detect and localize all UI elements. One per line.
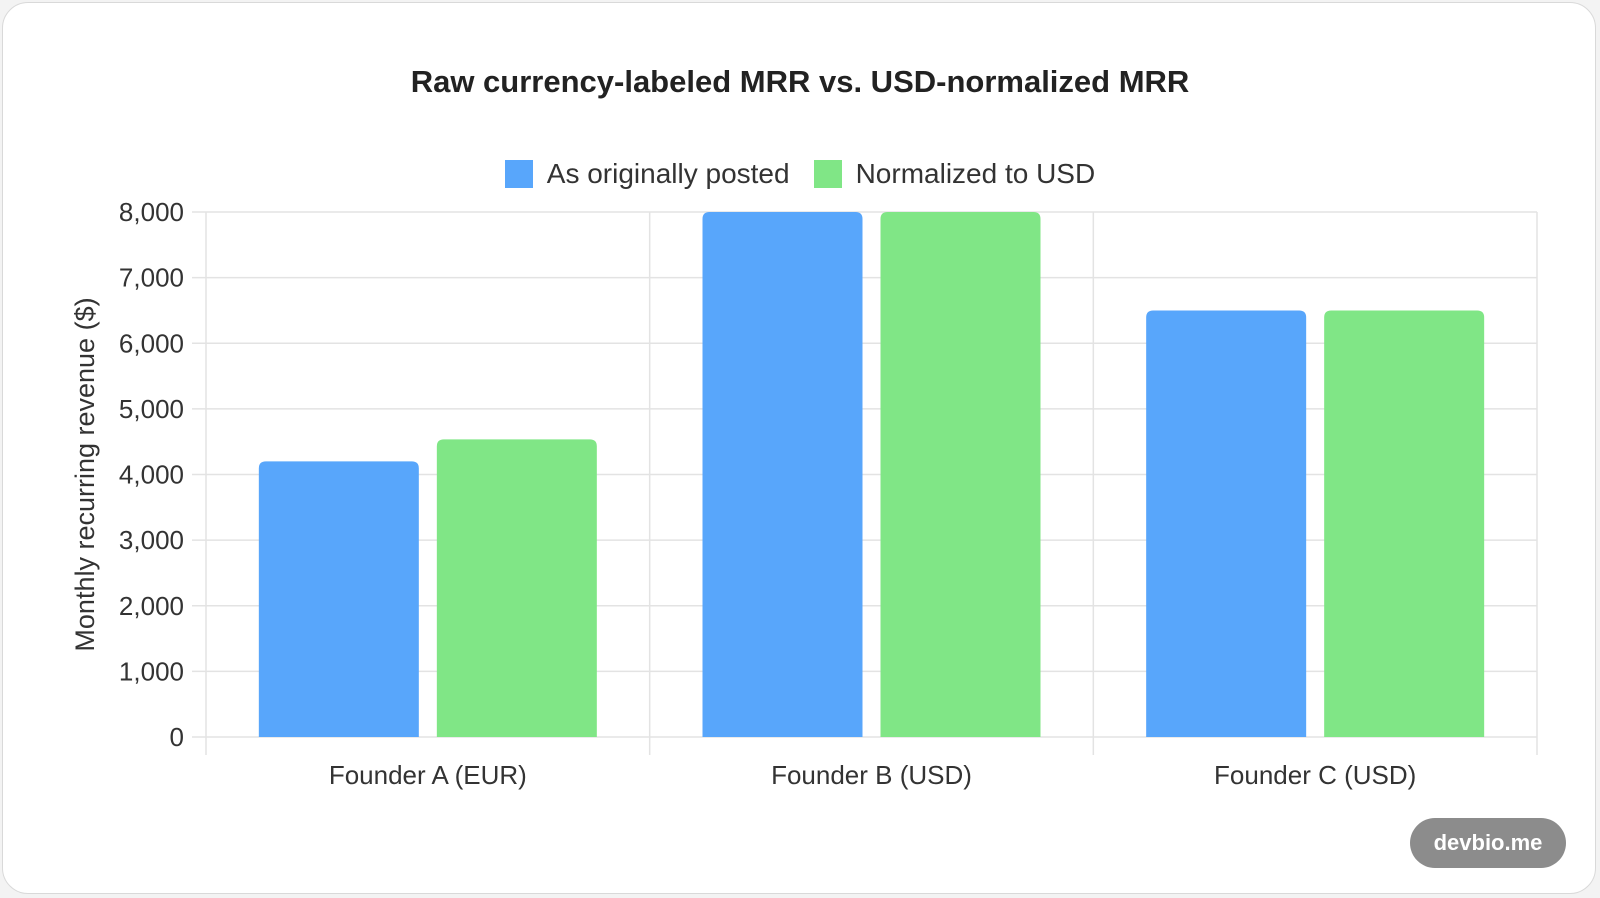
y-axis-label: Monthly recurring revenue ($): [70, 297, 100, 651]
legend-label-normalized: Normalized to USD: [855, 158, 1096, 189]
chart-legend: As originally posted Normalized to USD: [0, 158, 1600, 190]
x-tick-label: Founder B (USD): [771, 760, 972, 790]
x-tick-label: Founder C (USD): [1214, 760, 1416, 790]
y-tick-label: 7,000: [119, 263, 184, 293]
watermark-badge[interactable]: devbio.me: [1410, 818, 1566, 868]
bar: [880, 212, 1041, 737]
legend-swatch-original: [504, 160, 533, 188]
chart-title: Raw currency-labeled MRR vs. USD-normali…: [410, 64, 1190, 99]
y-tick-label: 6,000: [119, 328, 184, 358]
y-tick-label: 5,000: [119, 394, 184, 424]
y-tick-label: 2,000: [119, 591, 184, 621]
y-tick-label: 0: [170, 722, 184, 752]
bar: [1146, 310, 1307, 737]
legend-label-original: As originally posted: [546, 158, 790, 189]
bar: [436, 439, 597, 737]
bar: [1324, 310, 1485, 737]
legend-swatch-normalized: [813, 160, 842, 188]
y-tick-label: 4,000: [119, 460, 184, 490]
x-tick-label: Founder A (EUR): [329, 760, 527, 790]
legend-item-original[interactable]: As originally posted: [504, 158, 790, 190]
legend-item-normalized[interactable]: Normalized to USD: [813, 158, 1096, 190]
y-tick-label: 3,000: [119, 525, 184, 555]
y-tick-label: 1,000: [119, 656, 184, 686]
y-tick-label: 8,000: [119, 197, 184, 227]
bar: [258, 461, 419, 737]
bar: [702, 212, 863, 737]
